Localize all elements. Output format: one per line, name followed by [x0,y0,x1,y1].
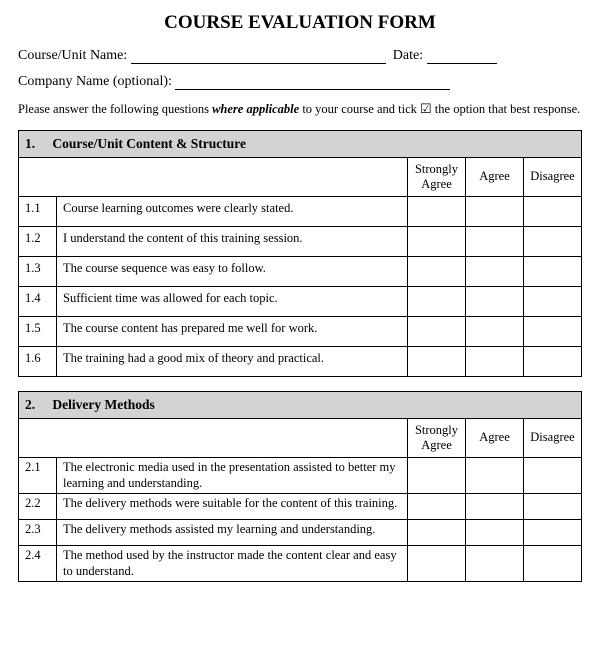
rating-cell[interactable] [408,316,466,346]
question-text: Sufficient time was allowed for each top… [57,286,408,316]
column-header-c1: Strongly Agree [408,157,466,196]
rating-cell[interactable] [466,346,524,376]
rating-cell[interactable] [524,546,582,582]
section-header: 1. Course/Unit Content & Structure [19,130,582,157]
rating-cell[interactable] [408,196,466,226]
question-number: 1.3 [19,256,57,286]
question-text: The delivery methods assisted my learnin… [57,520,408,546]
blank-header [19,418,408,457]
question-text: The method used by the instructor made t… [57,546,408,582]
course-name-input[interactable] [131,50,386,64]
rating-cell[interactable] [524,457,582,493]
instr-italic: where applicable [212,102,299,116]
rating-cell[interactable] [408,286,466,316]
question-number: 1.4 [19,286,57,316]
rating-cell[interactable] [466,457,524,493]
question-number: 1.2 [19,226,57,256]
blank-header [19,157,408,196]
question-text: The training had a good mix of theory an… [57,346,408,376]
course-name-row: Course/Unit Name: Date: [18,48,582,64]
question-row: 2.3The delivery methods assisted my lear… [19,520,582,546]
question-text: Course learning outcomes were clearly st… [57,196,408,226]
question-row: 1.1Course learning outcomes were clearly… [19,196,582,226]
question-number: 2.2 [19,494,57,520]
rating-cell[interactable] [408,494,466,520]
instr-pre: Please answer the following questions [18,102,212,116]
question-row: 2.1The electronic media used in the pres… [19,457,582,493]
question-number: 2.4 [19,546,57,582]
rating-cell[interactable] [524,316,582,346]
rating-cell[interactable] [524,520,582,546]
question-number: 1.5 [19,316,57,346]
question-text: The course content has prepared me well … [57,316,408,346]
question-row: 1.4Sufficient time was allowed for each … [19,286,582,316]
question-row: 1.6The training had a good mix of theory… [19,346,582,376]
question-row: 1.2I understand the content of this trai… [19,226,582,256]
rating-cell[interactable] [524,196,582,226]
question-text: The delivery methods were suitable for t… [57,494,408,520]
rating-cell[interactable] [408,346,466,376]
question-row: 1.3The course sequence was easy to follo… [19,256,582,286]
company-name-input[interactable] [175,76,450,90]
rating-cell[interactable] [466,520,524,546]
question-number: 1.6 [19,346,57,376]
question-row: 2.2The delivery methods were suitable fo… [19,494,582,520]
rating-cell[interactable] [524,494,582,520]
rating-cell[interactable] [466,546,524,582]
rating-cell[interactable] [408,226,466,256]
company-name-row: Company Name (optional): [18,74,582,90]
course-name-label: Course/Unit Name: [18,48,127,63]
instr-post: the option that best response. [432,102,581,116]
question-text: The electronic media used in the present… [57,457,408,493]
question-row: 1.5The course content has prepared me we… [19,316,582,346]
section-table-2: 2. Delivery MethodsStrongly AgreeAgreeDi… [18,391,582,583]
rating-cell[interactable] [524,256,582,286]
instr-mid: to your course and tick [299,102,420,116]
rating-cell[interactable] [466,196,524,226]
column-header-c3: Disagree [524,157,582,196]
column-header-c2: Agree [466,418,524,457]
date-input[interactable] [427,50,497,64]
section-header: 2. Delivery Methods [19,391,582,418]
question-number: 1.1 [19,196,57,226]
rating-cell[interactable] [408,256,466,286]
form-title: COURSE EVALUATION FORM [18,12,582,34]
question-number: 2.1 [19,457,57,493]
rating-cell[interactable] [466,226,524,256]
question-text: The course sequence was easy to follow. [57,256,408,286]
rating-cell[interactable] [466,256,524,286]
date-label: Date: [393,48,423,63]
rating-cell[interactable] [408,520,466,546]
rating-cell[interactable] [408,457,466,493]
column-header-c2: Agree [466,157,524,196]
column-header-c1: Strongly Agree [408,418,466,457]
rating-cell[interactable] [524,346,582,376]
question-text: I understand the content of this trainin… [57,226,408,256]
rating-cell[interactable] [466,286,524,316]
rating-cell[interactable] [524,286,582,316]
question-row: 2.4The method used by the instructor mad… [19,546,582,582]
rating-cell[interactable] [466,494,524,520]
section-table-1: 1. Course/Unit Content & StructureStrong… [18,130,582,377]
company-name-label: Company Name (optional): [18,74,172,89]
rating-cell[interactable] [408,546,466,582]
rating-cell[interactable] [466,316,524,346]
checkbox-icon: ☑ [420,101,432,116]
column-header-c3: Disagree [524,418,582,457]
rating-cell[interactable] [524,226,582,256]
question-number: 2.3 [19,520,57,546]
instructions-text: Please answer the following questions wh… [18,100,582,118]
